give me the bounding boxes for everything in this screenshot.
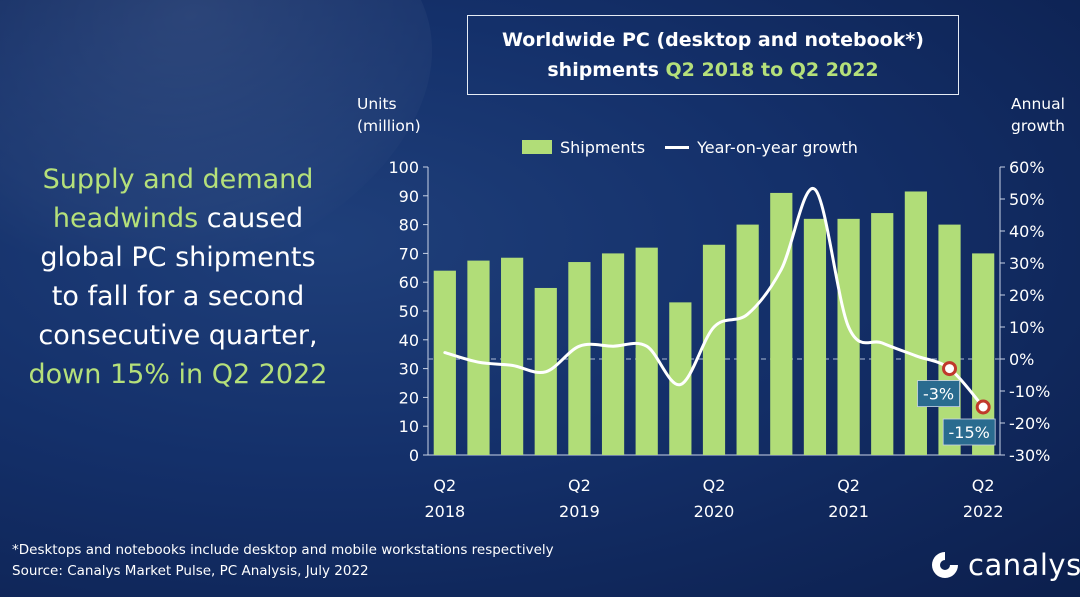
x-tick-label-year: 2018 [424, 502, 465, 521]
headline-line6: down 15% in Q2 2022 [28, 359, 328, 390]
y-tick-label: 70 [399, 244, 419, 263]
shipments-bar [568, 262, 591, 455]
legend-bar-swatch [522, 140, 552, 154]
y2-tick-label: 30% [1009, 254, 1045, 273]
chart-title-line2-prefix: shipments [547, 59, 666, 81]
y2-tick-label: 0% [1009, 350, 1034, 369]
callout-marker [975, 399, 991, 415]
x-tick-label-quarter: Q2 [568, 476, 591, 495]
y2-tick-label: -10% [1009, 382, 1050, 401]
shipments-bar [770, 192, 793, 456]
chart-legend: Shipments Year-on-year growth [522, 136, 858, 158]
canalys-logo-text: canalys [968, 548, 1080, 582]
x-tick-label-quarter: Q2 [703, 476, 726, 495]
shipments-bar [433, 270, 456, 455]
y-tick-label: 60 [399, 273, 419, 292]
headline-line1: Supply and demand [42, 164, 314, 195]
shipments-bar [837, 218, 860, 455]
canalys-logo: canalys [930, 548, 1080, 582]
footnote-line1: *Desktops and notebooks include desktop … [12, 542, 554, 558]
y-tick-label: 30 [399, 360, 419, 379]
shipments-bar [501, 257, 524, 455]
y2-tick-label: -20% [1009, 414, 1050, 433]
shipments-bar [736, 224, 759, 455]
chart-title-line2-accent: Q2 2018 to Q2 2022 [665, 59, 879, 81]
x-tick-label-year: 2022 [963, 502, 1004, 521]
legend-line-label: Year-on-year growth [697, 137, 858, 157]
y-tick-label: 20 [399, 388, 419, 407]
footnote: *Desktops and notebooks include desktop … [12, 540, 554, 582]
x-tick-label-year: 2021 [828, 502, 869, 521]
shipments-bar [601, 253, 625, 455]
canalys-logo-icon [932, 552, 958, 578]
footnote-source: Source: Canalys Market Pulse, PC Analysi… [12, 563, 369, 579]
y2-tick-label: 50% [1009, 190, 1045, 209]
y2-tick-label: 60% [1009, 158, 1045, 177]
y-axis-right-label: Annual growth [1011, 95, 1065, 135]
y-tick-label: 0 [409, 446, 419, 465]
legend-line-swatch [665, 145, 690, 149]
headline: Supply and demand headwinds caused globa… [8, 160, 348, 394]
shipments-bar [635, 247, 658, 455]
x-tick-label-year: 2020 [694, 502, 735, 521]
headline-accent2: headwinds [52, 203, 199, 234]
chart-title-line2: shipments Q2 2018 to Q2 2022 [547, 55, 878, 85]
shipments-bar [803, 218, 827, 455]
x-tick-label-quarter: Q2 [433, 476, 456, 495]
shipments-bar [702, 244, 726, 455]
y-tick-label: 40 [399, 331, 419, 350]
headline-text1: caused [198, 203, 304, 234]
legend-bar-label: Shipments [560, 137, 646, 157]
x-tick-label-quarter: Q2 [837, 476, 860, 495]
y-tick-label: 90 [399, 187, 419, 206]
x-tick-label-year: 2019 [559, 502, 600, 521]
x-tick-label-quarter: Q2 [972, 476, 995, 495]
headline-line2: headwinds caused [8, 199, 348, 238]
y2-tick-label: 20% [1009, 286, 1045, 305]
callout-box [917, 380, 960, 408]
callout-label: -3% [923, 385, 954, 404]
callout-marker [942, 361, 958, 377]
growth-line [443, 187, 985, 409]
y2-tick-label: 10% [1009, 318, 1045, 337]
callout-label: -15% [949, 423, 990, 442]
shipments-bar [871, 213, 894, 455]
y-tick-label: 80 [399, 216, 419, 235]
y-axis-left-label: Units (million) [357, 95, 421, 135]
y-tick-label: 10 [399, 417, 419, 436]
headline-line3: global PC shipments [40, 242, 316, 273]
callout-box [942, 418, 996, 446]
y2-tick-label: -30% [1009, 446, 1050, 465]
y-tick-label: 100 [388, 158, 419, 177]
y2-tick-label: 40% [1009, 222, 1045, 241]
headline-line5: consecutive quarter, [38, 320, 318, 351]
chart-title-line1: Worldwide PC (desktop and notebook*) [501, 29, 924, 51]
shipments-bar [904, 191, 927, 456]
headline-line4: to fall for a second [51, 281, 305, 312]
chart-title-box: Worldwide PC (desktop and notebook*) shi… [467, 15, 959, 95]
shipments-bar [467, 260, 490, 455]
y-tick-label: 50 [399, 302, 419, 321]
shipments-bar [669, 302, 692, 455]
